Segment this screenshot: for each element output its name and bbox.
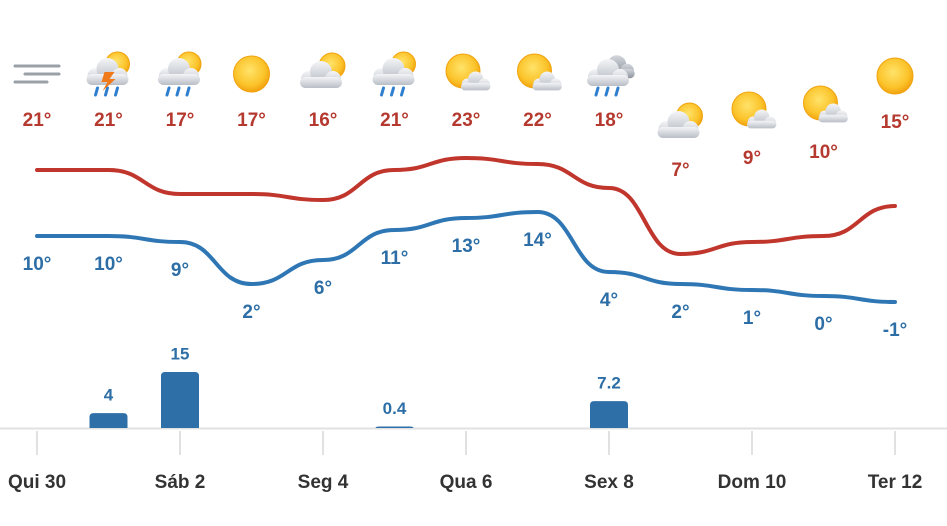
- icon-sun: [233, 55, 270, 93]
- icon-drop: [614, 86, 620, 97]
- icon-cloud: [300, 61, 342, 88]
- weather-icon: [158, 51, 202, 97]
- max-temp-label: 17°: [237, 110, 266, 131]
- min-temp-label: 6°: [314, 278, 332, 299]
- min-temp-label: 11°: [381, 248, 409, 269]
- weather-icon: [731, 91, 777, 129]
- precip-bar: [89, 413, 128, 428]
- precip-label: 7.2: [597, 374, 621, 393]
- max-temp-line: [35, 155, 897, 257]
- icon-drop: [185, 86, 191, 97]
- weather-icon: [300, 52, 346, 88]
- icon-drop: [380, 86, 385, 97]
- cloud-part: [461, 82, 491, 91]
- icon-drop: [400, 86, 405, 97]
- cloud-part: [158, 74, 200, 85]
- icon-sun: [876, 57, 914, 95]
- min-temp-line: [35, 209, 897, 304]
- cloud-part: [747, 120, 777, 129]
- cloud-part: [300, 77, 342, 88]
- x-tick-label: Ter 12: [868, 472, 923, 493]
- max-temp-label: 15°: [881, 112, 910, 133]
- min-temp-label: 9°: [171, 260, 189, 281]
- precip-label: 4: [104, 386, 114, 405]
- max-temp-label: 16°: [309, 110, 338, 131]
- max-temp-label: 23°: [452, 110, 481, 131]
- max-temp-label: 17°: [166, 110, 195, 131]
- icon-drop: [604, 86, 610, 97]
- cloud-part: [587, 75, 629, 86]
- cloud-part: [818, 114, 848, 123]
- icon-cloud: [747, 109, 777, 129]
- max-temp-label: 7°: [671, 160, 689, 181]
- x-tick-label: Sáb 2: [155, 472, 206, 493]
- min-temp-label: 10°: [94, 254, 123, 275]
- x-tick-label: Sex 8: [584, 472, 634, 493]
- weather-icon: [86, 51, 130, 97]
- icon-drop: [594, 86, 600, 97]
- precip-bar: [375, 426, 414, 428]
- max-temp-label: 21°: [380, 110, 409, 131]
- max-temp-label: 21°: [94, 110, 123, 131]
- icon-bolt: [101, 72, 116, 91]
- precip-bar: [590, 401, 628, 428]
- weather-icon: [13, 64, 61, 84]
- weather-icon: [445, 53, 491, 91]
- min-temp-label: 0°: [814, 314, 832, 335]
- min-temp-label: 13°: [452, 236, 481, 257]
- weather-icon: [587, 55, 635, 97]
- max-temp-label: 10°: [809, 142, 838, 163]
- weather-icon: [517, 53, 562, 91]
- precip-bar: [161, 372, 199, 428]
- max-temp-label: 22°: [523, 110, 552, 131]
- cloud-part: [657, 127, 700, 138]
- precip-label: 15: [171, 345, 190, 364]
- cloud-part: [532, 82, 562, 91]
- max-temp-label: 9°: [743, 148, 761, 169]
- icon-drop: [390, 86, 395, 97]
- icon-drop: [114, 86, 119, 97]
- precip-label: 0.4: [383, 399, 407, 418]
- icon-drop: [165, 86, 171, 97]
- x-tick-label: Qua 6: [440, 472, 493, 493]
- max-temp-label: 21°: [23, 110, 52, 131]
- min-temp-label: 4°: [600, 290, 618, 311]
- weather-icon: [233, 55, 270, 93]
- weather-icon: [876, 57, 914, 95]
- icon-cloud: [587, 59, 629, 86]
- x-tick-label: Qui 30: [8, 472, 66, 493]
- icon-cloud: [532, 71, 562, 91]
- icon-drop: [94, 86, 99, 97]
- weather-icon: [372, 51, 416, 97]
- min-temp-label: 2°: [242, 302, 260, 323]
- icon-drop: [175, 86, 181, 97]
- min-temp-label: 2°: [671, 302, 689, 323]
- weather-icon: [803, 85, 848, 123]
- cloud-part: [372, 74, 415, 85]
- icon-cloud: [372, 58, 415, 85]
- max-temp-label: 18°: [595, 110, 624, 131]
- icon-cloud: [461, 71, 491, 91]
- icon-cloud: [818, 103, 848, 123]
- icon-cloud: [657, 111, 700, 138]
- icon-drop: [104, 86, 109, 97]
- weather-icon: [657, 102, 703, 138]
- min-temp-label: 1°: [743, 308, 761, 329]
- x-tick-label: Seg 4: [298, 472, 349, 493]
- icon-cloud: [158, 58, 200, 85]
- min-temp-label: 14°: [523, 230, 552, 251]
- min-temp-label: 10°: [23, 254, 52, 275]
- min-temp-label: -1°: [883, 320, 908, 341]
- x-tick-label: Dom 10: [718, 472, 787, 493]
